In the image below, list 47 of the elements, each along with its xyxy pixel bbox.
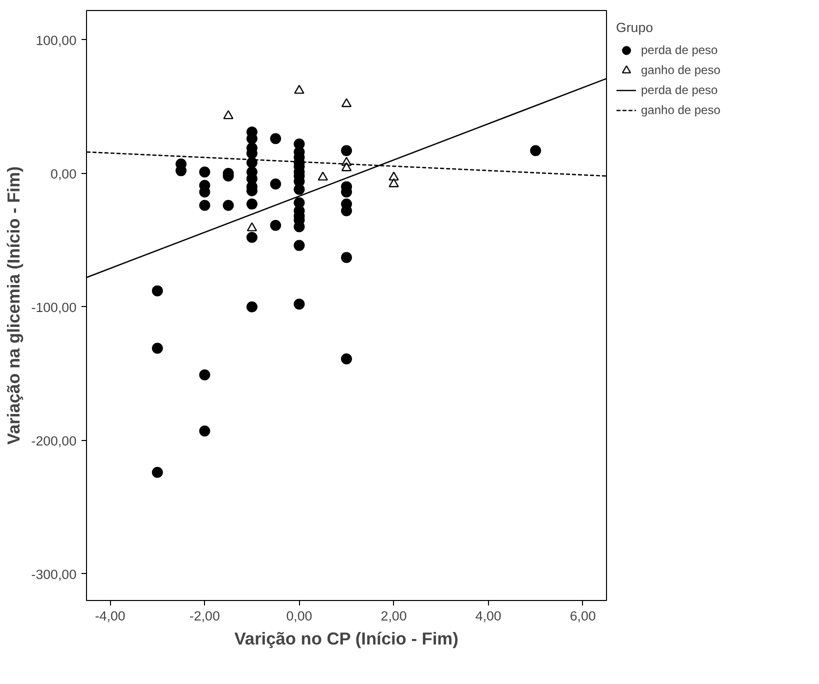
point [341,98,352,108]
x-tick-label: 4,00 [475,608,502,624]
point [341,252,352,263]
point [222,200,234,211]
point [152,342,163,354]
point [199,425,210,436]
point [270,133,282,144]
point [152,285,163,296]
y-tick-label: 0,00 [50,166,77,182]
point [294,240,305,251]
point [246,198,258,210]
point [388,172,399,181]
legend-label: ganho de peso [641,63,720,77]
legend-title: Grupo [616,20,654,35]
x-axis-title: Varição no CP (Início - Fim) [234,628,458,648]
point [270,178,282,190]
point [199,200,210,211]
y-tick-label: -100,00 [31,300,77,315]
point [152,466,163,478]
legend-label: perda de peso [641,83,718,97]
legend-label: perda de peso [641,43,718,57]
point [199,369,210,380]
point [294,298,305,310]
y-tick-label: -300,00 [31,566,77,582]
y-tick-label: 100,00 [36,32,76,48]
x-tick-label: 2,00 [380,608,407,624]
legend-label: ganho de peso [641,103,720,117]
y-axis-title: Variação na glicemia (Início - Fim) [3,166,24,445]
point [294,84,304,94]
point [388,178,399,188]
point [199,166,210,178]
point [270,220,282,231]
point [223,110,234,120]
point [246,232,258,243]
point [246,222,258,232]
point [530,145,542,156]
y-tick-label: -200,00 [31,433,77,448]
point [246,301,258,312]
x-tick-label: 6,00 [570,608,596,624]
point [341,162,352,172]
x-tick-label: -2,00 [189,608,220,624]
point [341,353,352,364]
x-tick-label: 0,00 [286,608,312,624]
point [294,184,305,195]
point [341,145,352,156]
x-tick-label: -4,00 [94,608,126,624]
point [318,172,328,181]
